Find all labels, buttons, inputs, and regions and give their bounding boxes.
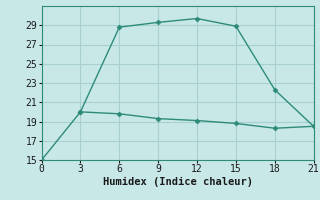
X-axis label: Humidex (Indice chaleur): Humidex (Indice chaleur): [103, 177, 252, 187]
